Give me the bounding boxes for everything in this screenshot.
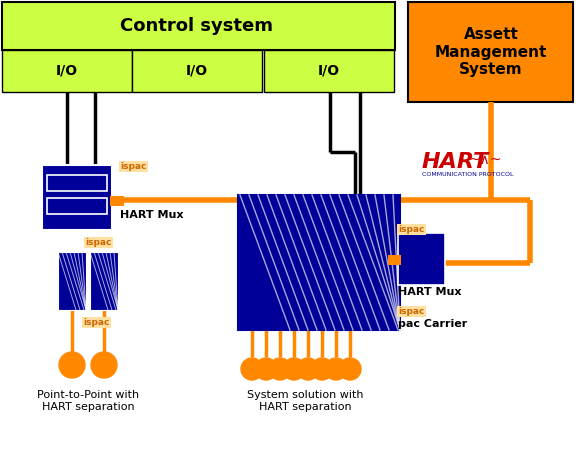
Circle shape [325, 358, 347, 380]
Text: I/O: I/O [56, 64, 78, 78]
Text: ispac: ispac [398, 307, 424, 316]
Text: Point-to-Point with
HART separation: Point-to-Point with HART separation [37, 390, 139, 412]
Bar [2, 50, 132, 92]
Text: ispac: ispac [85, 238, 112, 247]
Bar [264, 50, 394, 92]
Circle shape [91, 352, 117, 378]
Text: COMMUNICATION PROTOCOL: COMMUNICATION PROTOCOL [422, 172, 513, 177]
Bar [388, 255, 401, 265]
Circle shape [283, 358, 305, 380]
Text: I/O: I/O [318, 64, 340, 78]
Bar [42, 165, 112, 230]
Text: ispac: ispac [120, 162, 146, 171]
Text: ispac: ispac [83, 318, 109, 327]
Text: I/O: I/O [186, 64, 208, 78]
Circle shape [269, 358, 291, 380]
Text: Control system: Control system [120, 17, 273, 35]
Text: ispac: ispac [398, 225, 424, 234]
Bar [238, 195, 400, 330]
Bar [110, 196, 124, 206]
Text: Assett
Management
System: Assett Management System [435, 27, 547, 77]
Bar [2, 2, 395, 50]
Text: ~∧~: ~∧~ [468, 153, 501, 167]
Bar [132, 50, 262, 92]
Text: HART Mux: HART Mux [120, 210, 183, 220]
Circle shape [255, 358, 277, 380]
Bar [47, 198, 107, 214]
Circle shape [297, 358, 319, 380]
Circle shape [311, 358, 333, 380]
Text: System solution with
HART separation: System solution with HART separation [247, 390, 363, 412]
Bar [47, 175, 107, 191]
Bar [408, 2, 573, 102]
Bar [90, 252, 118, 310]
Text: HART Mux: HART Mux [398, 287, 461, 297]
Circle shape [241, 358, 263, 380]
Bar [58, 252, 86, 310]
Circle shape [339, 358, 361, 380]
Text: HART: HART [422, 152, 489, 172]
Text: pac Carrier: pac Carrier [398, 319, 467, 329]
Circle shape [59, 352, 85, 378]
Bar [398, 233, 445, 285]
